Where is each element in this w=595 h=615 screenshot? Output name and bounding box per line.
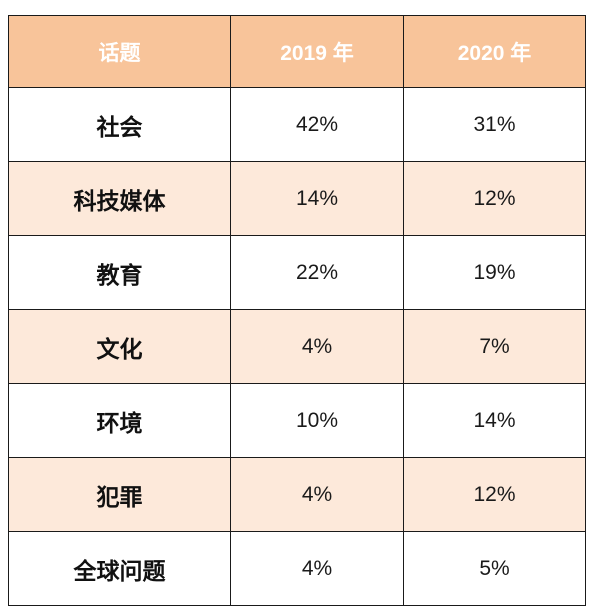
table-row: 社会 42% 31% [8, 87, 586, 162]
value-2019-cell: 4% [230, 531, 404, 606]
header-2019: 2019 年 [230, 15, 404, 88]
value-2019-cell: 42% [230, 87, 404, 162]
value-2019-cell: 10% [230, 383, 404, 458]
value-2020-cell: 7% [403, 309, 586, 384]
value-2020-cell: 14% [403, 383, 586, 458]
table-body: 社会 42% 31% 科技媒体 14% 12% 教育 22% 19% 文化 4%… [8, 87, 586, 606]
table-row: 教育 22% 19% [8, 235, 586, 310]
table-row: 犯罪 4% 12% [8, 457, 586, 532]
header-2020: 2020 年 [403, 15, 586, 88]
topic-cell: 科技媒体 [8, 161, 231, 236]
topic-cell: 社会 [8, 87, 231, 162]
table-row: 文化 4% 7% [8, 309, 586, 384]
header-row: 话题 2019 年 2020 年 [8, 15, 586, 88]
topic-percentage-table: 话题 2019 年 2020 年 社会 42% 31% 科技媒体 14% 12%… [8, 15, 586, 606]
topic-cell: 文化 [8, 309, 231, 384]
topic-cell: 全球问题 [8, 531, 231, 606]
table-row: 科技媒体 14% 12% [8, 161, 586, 236]
table-header: 话题 2019 年 2020 年 [8, 15, 586, 88]
topic-cell: 犯罪 [8, 457, 231, 532]
value-2019-cell: 22% [230, 235, 404, 310]
value-2019-cell: 14% [230, 161, 404, 236]
table-row: 全球问题 4% 5% [8, 531, 586, 606]
table-row: 环境 10% 14% [8, 383, 586, 458]
topic-cell: 环境 [8, 383, 231, 458]
value-2020-cell: 5% [403, 531, 586, 606]
value-2019-cell: 4% [230, 457, 404, 532]
value-2020-cell: 19% [403, 235, 586, 310]
value-2020-cell: 12% [403, 457, 586, 532]
value-2020-cell: 12% [403, 161, 586, 236]
topic-table-container: 话题 2019 年 2020 年 社会 42% 31% 科技媒体 14% 12%… [8, 15, 586, 606]
topic-cell: 教育 [8, 235, 231, 310]
header-topic: 话题 [8, 15, 231, 88]
value-2019-cell: 4% [230, 309, 404, 384]
value-2020-cell: 31% [403, 87, 586, 162]
